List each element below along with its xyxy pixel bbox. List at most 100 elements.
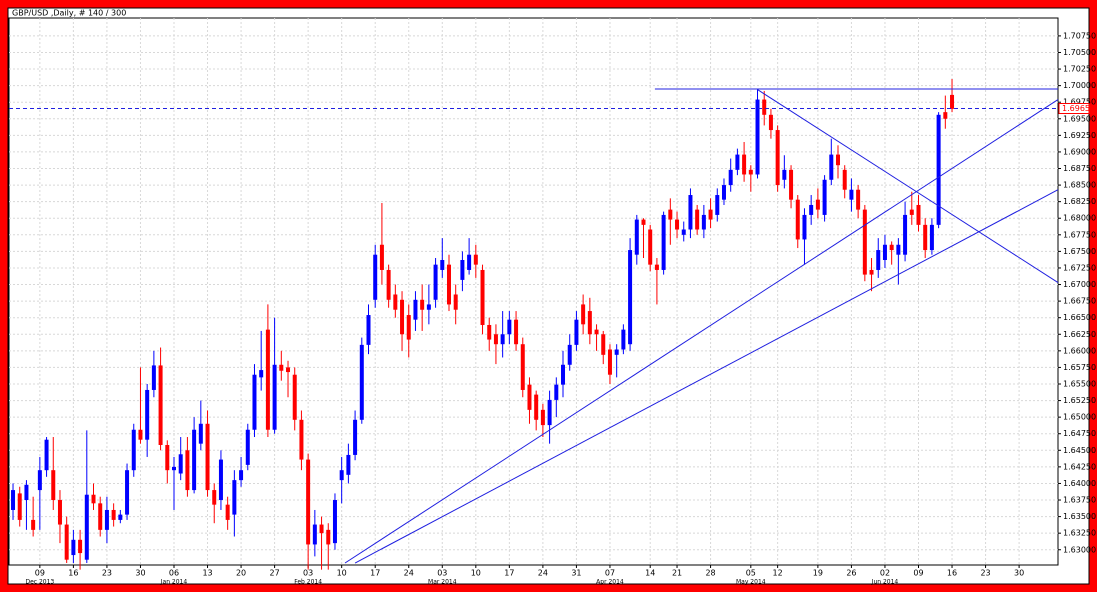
candle-body <box>312 524 317 545</box>
candle-body <box>648 229 653 265</box>
y-tick-label: 1.64000 <box>1063 479 1096 488</box>
candle-body <box>929 224 934 251</box>
y-tick-label: 1.68500 <box>1063 181 1096 190</box>
candle-body <box>44 439 49 471</box>
candle-body <box>527 384 532 410</box>
month-label: Feb 2014 <box>294 579 322 586</box>
candle-body <box>433 264 438 300</box>
candle-body <box>668 209 673 220</box>
candle-body <box>587 311 592 335</box>
candle-body <box>755 99 760 175</box>
x-tick-label: 09 <box>913 569 923 578</box>
candle-body <box>661 214 666 270</box>
candle-body <box>198 423 203 444</box>
candle-body <box>232 480 237 515</box>
candle-body <box>145 389 150 440</box>
candle-body <box>205 423 210 491</box>
candle-body <box>104 509 109 530</box>
candle-body <box>78 539 83 554</box>
x-tick-label: 06 <box>169 569 179 578</box>
candle-body <box>654 264 659 270</box>
candle-body <box>708 209 713 220</box>
candle-body <box>601 334 606 355</box>
candle-body <box>742 154 747 175</box>
candle-body <box>151 365 156 390</box>
y-tick-label: 1.69000 <box>1063 147 1096 156</box>
candle-body <box>400 299 405 335</box>
y-tick-label: 1.65250 <box>1063 396 1096 405</box>
y-tick-label: 1.65750 <box>1063 363 1096 372</box>
chart-title: GBP/USD ,Daily, # 140 / 300 <box>12 9 126 18</box>
y-tick-label: 1.63750 <box>1063 496 1096 505</box>
candle-body <box>131 429 136 471</box>
candle-body <box>748 169 753 175</box>
candle-body <box>675 219 680 230</box>
candle-body <box>379 244 384 270</box>
candle-body <box>862 209 867 275</box>
candle-body <box>212 490 217 505</box>
current-price-label: 1.69655 <box>1062 104 1095 113</box>
candle-body <box>426 304 431 310</box>
y-tick-label: 1.70750 <box>1063 31 1096 40</box>
candle-body <box>950 94 955 109</box>
y-tick-label: 1.66000 <box>1063 346 1096 355</box>
candle-body <box>882 244 887 261</box>
candle-body <box>413 299 418 320</box>
candle-body <box>775 130 780 186</box>
candle-body <box>326 529 331 545</box>
candle-body <box>802 214 807 240</box>
candle-body <box>701 214 706 230</box>
candle-body <box>125 470 130 515</box>
y-tick-label: 1.63500 <box>1063 512 1096 521</box>
x-tick-label: 27 <box>270 569 280 578</box>
candle-body <box>735 154 740 170</box>
candle-body <box>520 344 525 390</box>
current-price-box <box>1058 103 1090 115</box>
candle-body <box>856 189 861 210</box>
candle-body <box>279 364 284 371</box>
candle-body <box>567 344 572 365</box>
candle-body <box>561 364 566 385</box>
candle-body <box>286 367 291 373</box>
x-tick-label: 07 <box>605 569 615 578</box>
candle-body <box>822 179 827 215</box>
candle-body <box>876 250 881 270</box>
candle-body <box>869 269 874 275</box>
candle-body <box>849 189 854 200</box>
x-tick-label: 23 <box>102 569 112 578</box>
candle-body <box>31 519 36 530</box>
candle-body <box>158 365 163 445</box>
candle-body <box>688 195 693 230</box>
trend-line <box>757 89 1059 283</box>
candle-body <box>446 264 451 305</box>
y-tick-label: 1.65500 <box>1063 379 1096 388</box>
y-tick-label: 1.67000 <box>1063 280 1096 289</box>
x-tick-label: 10 <box>337 569 347 578</box>
candle-body <box>299 419 304 460</box>
candle-body <box>192 429 197 491</box>
candle-body <box>487 324 492 340</box>
x-tick-label: 31 <box>571 569 581 578</box>
candle-body <box>903 214 908 255</box>
candle-body <box>634 219 639 255</box>
x-tick-label: 14 <box>645 569 655 578</box>
candle-body <box>64 524 69 560</box>
y-tick-label: 1.63000 <box>1063 545 1096 554</box>
candle-body <box>768 114 773 131</box>
candle-body <box>272 364 277 430</box>
candle-body <box>574 319 579 345</box>
candle-body <box>17 493 22 520</box>
x-tick-label: 09 <box>35 569 45 578</box>
candle-body <box>84 494 89 560</box>
candle-body <box>507 319 512 335</box>
month-label: Mar 2014 <box>428 579 457 586</box>
candle-body <box>628 250 633 345</box>
y-tick-label: 1.70500 <box>1063 48 1096 57</box>
x-tick-label: 20 <box>236 569 246 578</box>
candle-body <box>547 399 552 426</box>
candle-body <box>681 229 686 235</box>
candle-body <box>473 254 478 265</box>
candle-body <box>245 429 250 465</box>
x-tick-label: 23 <box>980 569 990 578</box>
